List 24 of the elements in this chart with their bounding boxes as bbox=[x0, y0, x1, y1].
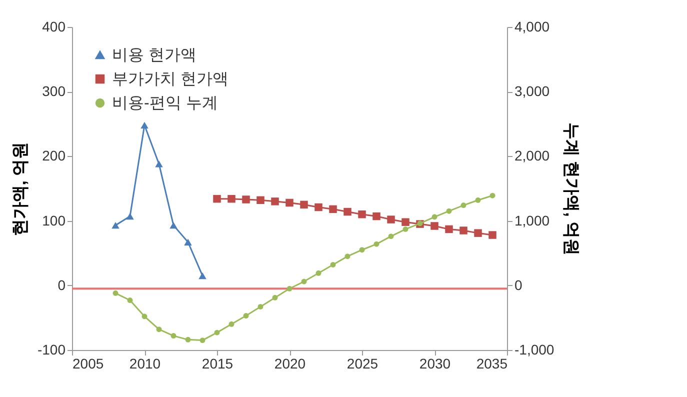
x-tick-label: 2035 bbox=[476, 356, 508, 372]
y2-tick-label: 0 bbox=[514, 276, 522, 293]
y2-tick-label: 4,000 bbox=[514, 18, 550, 34]
x-tick-label: 2010 bbox=[129, 356, 161, 372]
y-tick-label: 400 bbox=[42, 18, 66, 34]
y-axis-title: 현가액, 억원 bbox=[10, 142, 30, 236]
x-tick-label: 2005 bbox=[72, 356, 104, 372]
y2-tick-label: 3,000 bbox=[514, 83, 550, 100]
y2-tick-label: 2,000 bbox=[514, 148, 550, 164]
x-tick-label: 2025 bbox=[346, 356, 378, 372]
x-tick-label: 2015 bbox=[202, 356, 234, 372]
y-tick-label: 200 bbox=[42, 148, 66, 164]
y-tick-label: 100 bbox=[42, 212, 66, 228]
legend-label: 부가가치 현가액 bbox=[112, 71, 228, 88]
legend-label: 비용-편익 누계 bbox=[112, 95, 218, 112]
y-tick-label: 0 bbox=[58, 276, 66, 293]
x-tick-label: 2030 bbox=[419, 356, 451, 372]
y2-tick-label: 1,000 bbox=[514, 212, 550, 228]
legend-label: 비용 현가액 bbox=[112, 47, 196, 64]
y-tick-label: -100 bbox=[37, 342, 66, 358]
y2-axis-title: 누계 현가액, 억원 bbox=[562, 122, 582, 256]
y-tick-label: 300 bbox=[42, 83, 66, 100]
x-tick-label: 2020 bbox=[274, 356, 306, 372]
y2-tick-label: -1,000 bbox=[514, 342, 554, 358]
